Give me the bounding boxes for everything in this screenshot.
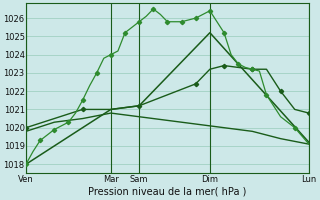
X-axis label: Pression niveau de la mer( hPa ): Pression niveau de la mer( hPa ) [88, 187, 247, 197]
